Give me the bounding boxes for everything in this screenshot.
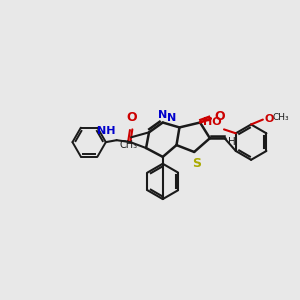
Text: CH₃: CH₃ [273, 113, 289, 122]
Text: CH₃: CH₃ [119, 140, 137, 150]
Text: N: N [167, 113, 176, 124]
Text: O: O [215, 110, 225, 123]
Text: S: S [193, 157, 202, 170]
Text: O: O [265, 114, 274, 124]
Text: H: H [227, 137, 235, 147]
Text: O: O [126, 112, 137, 124]
Text: HO: HO [203, 117, 222, 128]
Text: N: N [158, 110, 167, 120]
Text: NH: NH [97, 126, 116, 136]
